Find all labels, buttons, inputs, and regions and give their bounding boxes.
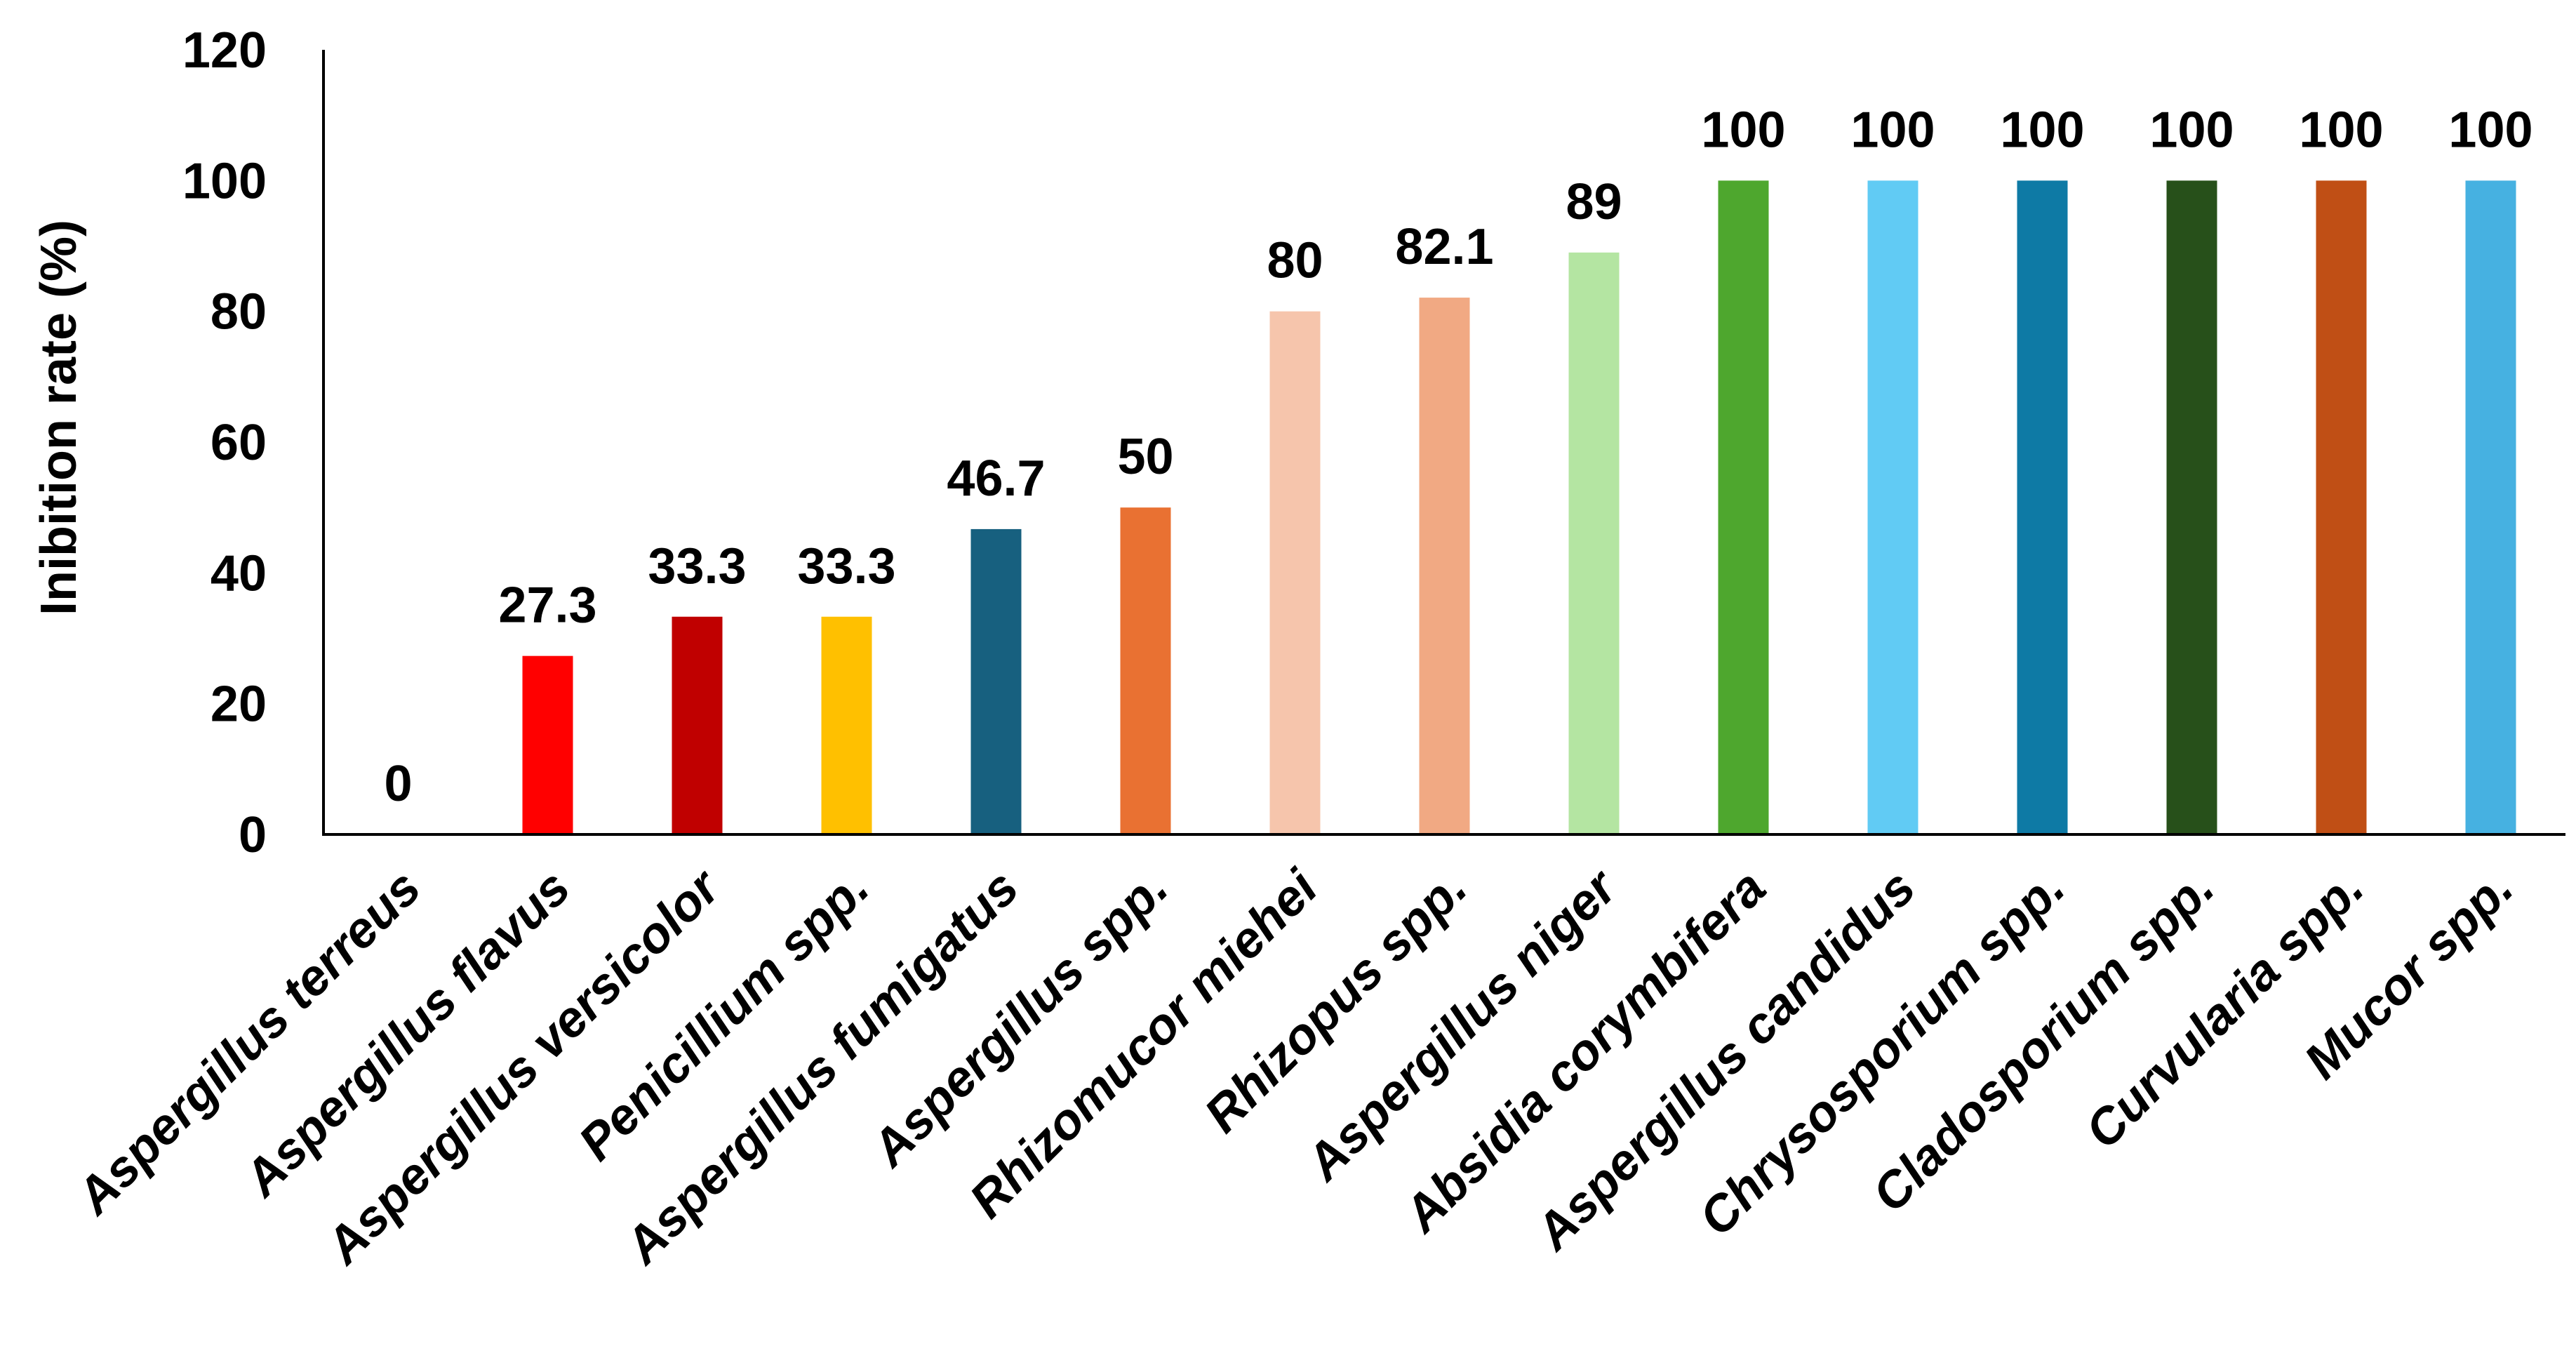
bar xyxy=(821,616,872,834)
data-labels: 0 27.3 33.3 33.3 46.7 50 80 82.1 89 100 100 100 100 1… xyxy=(384,102,2532,812)
data-label: 100 xyxy=(2149,102,2234,158)
y-tick-label: 100 xyxy=(182,153,267,209)
y-tick-labels: 0 20 40 60 80 100 120 xyxy=(182,22,267,863)
bar xyxy=(1568,252,1620,835)
data-label: 100 xyxy=(2299,102,2383,158)
data-label: 46.7 xyxy=(947,451,1045,507)
y-tick-label: 0 xyxy=(239,807,267,863)
bar xyxy=(2316,180,2367,834)
bar xyxy=(1269,311,1321,835)
y-axis-title-group: Inibition rate (%) xyxy=(31,220,87,615)
y-axis-title: Inibition rate (%) xyxy=(31,220,87,615)
data-label: 80 xyxy=(1267,233,1323,289)
y-tick-label: 80 xyxy=(211,284,267,340)
bars xyxy=(522,180,2516,835)
y-tick-label: 40 xyxy=(211,545,267,601)
bar xyxy=(1867,180,1918,834)
bar xyxy=(2465,180,2516,834)
data-label: 100 xyxy=(2448,102,2532,158)
y-tick-label: 60 xyxy=(211,415,267,471)
y-tick-label: 20 xyxy=(211,677,267,733)
bar xyxy=(970,528,1022,834)
bar xyxy=(1718,180,1769,834)
bar xyxy=(522,655,573,834)
data-label: 50 xyxy=(1117,429,1173,485)
data-label: 100 xyxy=(1850,102,1935,158)
bar xyxy=(2017,180,2068,834)
axes xyxy=(322,50,2565,836)
bar xyxy=(672,616,723,834)
category-label: Rhizopus spp. xyxy=(1194,860,1477,1143)
category-label: Curvularia spp. xyxy=(2075,860,2375,1159)
data-label: 33.3 xyxy=(648,538,746,594)
data-label: 100 xyxy=(2000,102,2084,158)
data-label: 82.1 xyxy=(1395,219,1493,275)
bar xyxy=(1419,298,1470,834)
data-label: 0 xyxy=(384,756,412,812)
data-label: 89 xyxy=(1566,174,1622,230)
bar xyxy=(1120,507,1171,834)
data-label: 100 xyxy=(1701,102,1785,158)
data-label: 33.3 xyxy=(797,538,895,594)
bar xyxy=(2166,180,2217,834)
data-label: 27.3 xyxy=(498,578,596,634)
y-tick-label: 120 xyxy=(182,22,267,79)
